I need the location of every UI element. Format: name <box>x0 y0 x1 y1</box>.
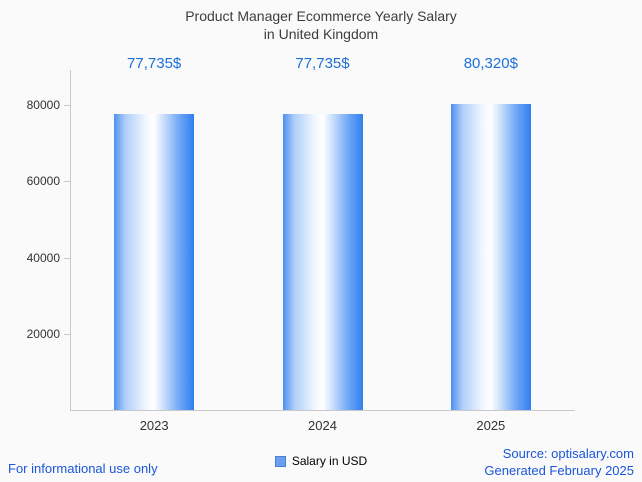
y-tick-mark <box>64 257 70 259</box>
y-tick-mark <box>64 333 70 335</box>
bar-2025[interactable] <box>450 103 531 410</box>
generated-date: Generated February 2025 <box>484 462 634 478</box>
bar-2023[interactable] <box>114 113 195 410</box>
legend-label: Salary in USD <box>291 454 368 468</box>
y-tick-label: 20000 <box>26 326 60 341</box>
value-label-2023: 77,735$ <box>127 55 182 72</box>
value-label-2024: 77,735$ <box>295 55 350 72</box>
y-tick-label: 80000 <box>26 98 60 112</box>
y-tick-label: 40000 <box>26 250 60 265</box>
x-category-label: 2024 <box>308 418 337 433</box>
disclaimer-text: For informational use only <box>8 461 158 476</box>
chart-title-line2: in United Kingdom <box>263 26 379 43</box>
y-tick-label: 60000 <box>26 174 60 189</box>
y-axis-line <box>70 70 71 411</box>
chart-title: Product Manager Ecommerce Yearly Salary … <box>0 7 642 43</box>
x-category-label: 2023 <box>139 418 169 433</box>
x-category-label: 2025 <box>476 418 506 433</box>
y-tick-mark <box>64 105 70 106</box>
bar-2024[interactable] <box>282 113 363 410</box>
y-tick-mark <box>64 181 70 183</box>
chart-title-line1: Product Manager Ecommerce Yearly Salary <box>185 8 457 24</box>
source-block: Source: optisalary.com Generated Februar… <box>484 446 634 480</box>
legend-swatch-icon <box>274 455 286 467</box>
source-link[interactable]: Source: optisalary.com <box>502 446 634 461</box>
value-label-2025: 80,320$ <box>463 55 518 72</box>
x-axis-line <box>70 410 575 411</box>
legend[interactable]: Salary in USD <box>0 454 642 468</box>
